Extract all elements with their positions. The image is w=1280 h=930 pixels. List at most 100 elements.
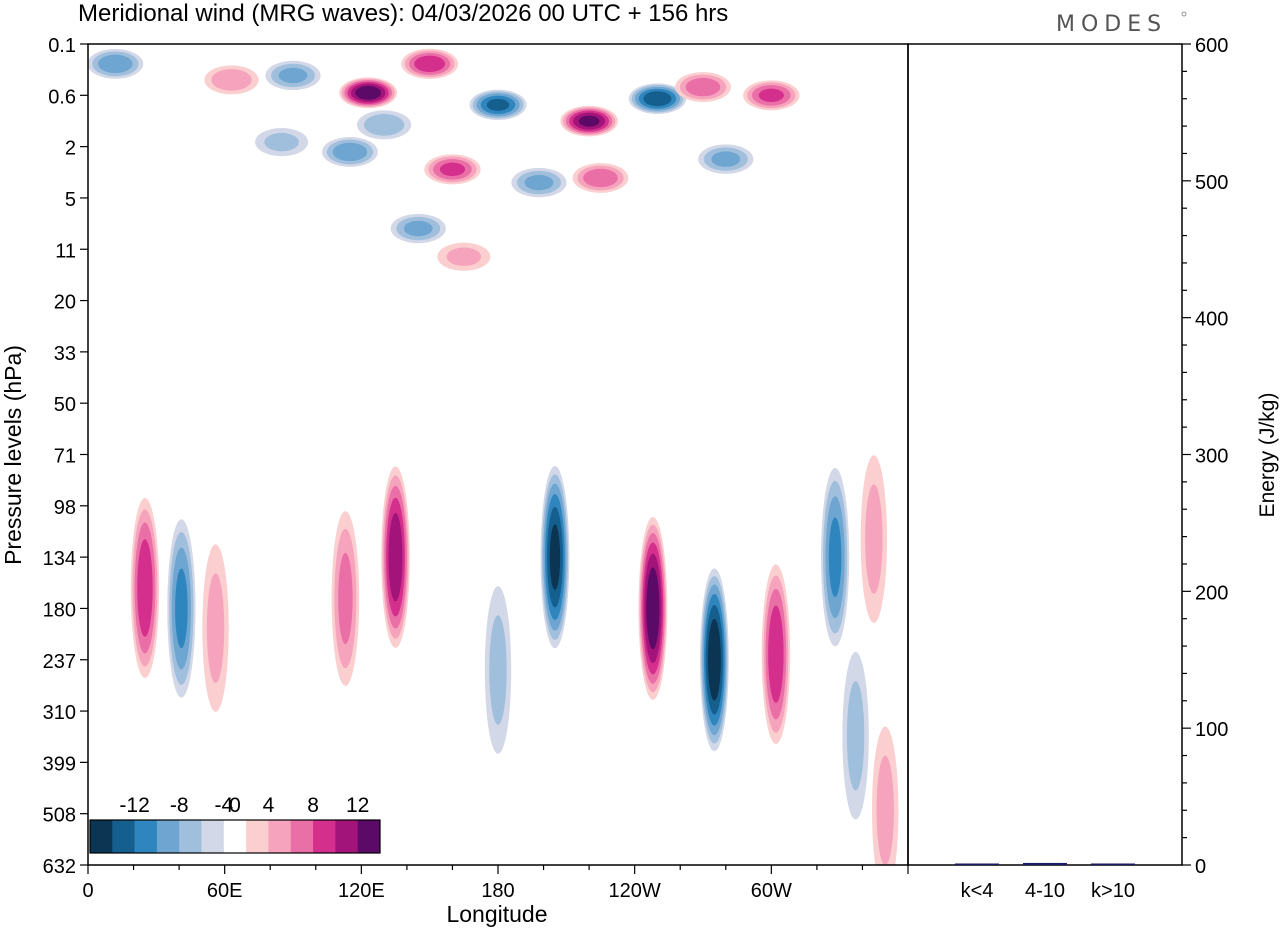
x-tick-label: 0 (82, 880, 93, 902)
wave-anomaly (638, 517, 668, 700)
colorbar-box (290, 820, 314, 853)
colorbar-label: 8 (307, 794, 319, 817)
axis-ticks: 0.1 0.6 2 5 11 20 33 50 71 98 134 180 237 310 399 508 63… (43, 35, 909, 902)
y-tick-label: 632 (43, 856, 76, 878)
colorbar: -12 -8 -40 4 8 12 (89, 794, 381, 854)
colorbar-box (268, 820, 292, 853)
colorbar-box (357, 820, 381, 853)
energy-tick-label: 100 (1195, 719, 1228, 741)
y-tick-label: 0.1 (48, 35, 76, 57)
wave-anomaly (821, 467, 850, 647)
energy-category-label: k>10 (1091, 880, 1135, 902)
wave-anomaly (572, 163, 629, 193)
wave-anomaly (265, 60, 321, 91)
y-axis-label: Pressure levels (hPa) (0, 345, 26, 565)
wave-anomaly (204, 65, 259, 95)
wind-field (88, 48, 899, 865)
wave-anomaly (130, 498, 160, 678)
colorbar-frame (89, 819, 381, 854)
wave-anomaly (675, 72, 731, 102)
colorbar-box (246, 820, 269, 853)
y-tick-label: 134 (43, 548, 76, 570)
colorbar-label: -8 (170, 794, 189, 817)
brand-mark-icon (1181, 11, 1187, 17)
colorbar-box (156, 820, 180, 853)
energy-category-label: 4-10 (1025, 880, 1065, 902)
x-tick-label: 120W (609, 880, 661, 902)
wave-anomaly (860, 455, 888, 623)
wave-anomaly (743, 80, 800, 111)
brand-logo: MODES (1056, 12, 1167, 37)
y-tick-label: 0.6 (48, 86, 76, 108)
wave-anomaly (357, 110, 412, 140)
energy-tick-label: 300 (1195, 446, 1228, 468)
y-tick-label: 20 (54, 292, 76, 314)
energy-bar (1091, 863, 1135, 865)
colorbar-label: 4 (263, 794, 275, 817)
y-tick-label: 508 (43, 805, 76, 827)
colorbar-label: 0 (229, 794, 241, 817)
wave-anomaly (255, 128, 309, 157)
energy-tick-label: 600 (1195, 35, 1228, 57)
colorbar-box (201, 820, 225, 853)
colorbar-label: -4 (215, 794, 234, 817)
y-tick-label: 50 (54, 394, 76, 416)
colorbar-box (90, 820, 113, 853)
y-tick-label: 98 (54, 497, 76, 519)
energy-tick-label: 500 (1195, 172, 1228, 194)
colorbar-box (112, 820, 135, 853)
wave-anomaly (331, 511, 360, 686)
wave-anomaly (424, 154, 481, 185)
energy-tick-label: 0 (1195, 856, 1206, 878)
wave-anomaly (437, 242, 491, 271)
wave-anomaly (322, 137, 378, 167)
colorbar-box (335, 820, 358, 853)
x-tick-label: 60W (751, 880, 792, 902)
wave-anomaly (872, 726, 899, 865)
y-tick-label: 237 (43, 651, 76, 673)
x-axis-label: Longitude (446, 901, 547, 927)
energy-category-label: k<4 (961, 880, 994, 902)
chart-title: Meridional wind (MRG waves): 04/03/2026 … (78, 0, 728, 27)
x-tick-label: 120E (338, 880, 385, 902)
bar-frame (907, 43, 1183, 866)
y-tick-label: 310 (43, 702, 76, 724)
wave-anomaly (842, 651, 869, 820)
wave-anomaly (560, 105, 618, 137)
wave-anomaly (88, 48, 144, 79)
y-tick-label: 11 (55, 240, 76, 262)
colorbar-box (179, 820, 202, 853)
energy-tick-label: 200 (1195, 582, 1228, 604)
wave-anomaly (540, 466, 570, 649)
energy-bar (955, 863, 999, 865)
wave-anomaly (511, 167, 567, 198)
colorbar-box (313, 820, 336, 853)
energy-bar (1023, 862, 1067, 865)
wave-anomaly (381, 466, 410, 648)
y-tick-label: 5 (65, 189, 76, 211)
colorbar-label: -12 (119, 794, 149, 817)
energy-bars: 0 100 200 300 400 500 600 k<4 4-10 k>10 (955, 35, 1228, 902)
y-tick-label: 71 (54, 446, 76, 468)
wave-anomaly (761, 564, 791, 745)
wave-anomaly (401, 48, 459, 79)
wave-anomaly (390, 213, 446, 244)
wave-anomaly (469, 89, 527, 121)
colorbar-label: 12 (346, 794, 369, 817)
colorbar-box (134, 820, 158, 853)
x-tick-label: 180 (481, 880, 514, 902)
x-tick-label: 60E (207, 880, 243, 902)
wave-anomaly (167, 519, 196, 698)
y-tick-label: 2 (65, 138, 76, 160)
y-tick-label: 33 (54, 343, 76, 365)
energy-tick-label: 400 (1195, 309, 1228, 331)
wave-anomaly (484, 586, 512, 754)
wave-anomaly (628, 83, 687, 115)
wave-anomaly (339, 77, 398, 109)
y-tick-label: 180 (43, 599, 76, 621)
wave-anomaly (202, 544, 229, 712)
wave-anomaly (699, 568, 729, 752)
colorbar-box (223, 820, 247, 853)
energy-axis-label: Energy (J/kg) (1256, 393, 1279, 518)
